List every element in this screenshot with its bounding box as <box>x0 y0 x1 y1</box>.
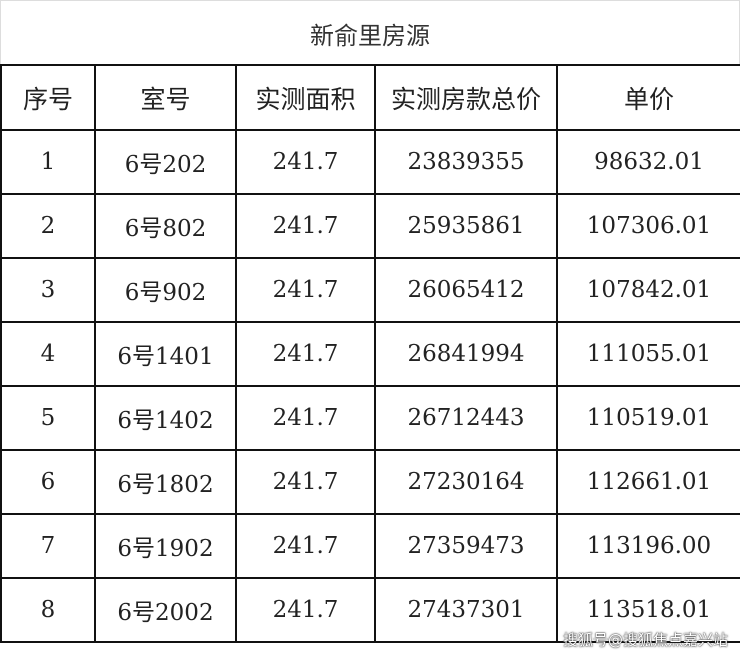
watermark: 搜狐号@搜狐焦点嘉兴站 <box>562 631 728 649</box>
column-header: 实测房款总价 <box>374 64 558 131</box>
table-cell: 241.7 <box>235 257 376 323</box>
table-cell: 6号1902 <box>94 513 237 579</box>
table-cell: 26841994 <box>374 321 558 387</box>
table-cell: 7 <box>0 513 96 579</box>
header-row: 序号 室号 实测面积 实测房款总价 单价 <box>0 64 740 131</box>
table-cell: 6号1402 <box>94 385 237 451</box>
table-cell: 110519.01 <box>556 385 740 451</box>
table-cell: 27230164 <box>374 449 558 515</box>
table-cell: 6号2002 <box>94 577 237 643</box>
listing-table: 序号 室号 实测面积 实测房款总价 单价 1 6号202 241.7 23839355 9863… <box>0 64 740 643</box>
column-header: 序号 <box>0 64 96 131</box>
table-cell: 8 <box>0 577 96 643</box>
table-cell: 6号1401 <box>94 321 237 387</box>
table-cell: 241.7 <box>235 385 376 451</box>
table-title: 新俞里房源 <box>0 0 740 65</box>
table-row: 5 6号1402 241.7 26712443 110519.01 <box>0 385 740 451</box>
table-cell: 241.7 <box>235 449 376 515</box>
table-cell: 98632.01 <box>556 129 740 195</box>
table-row: 2 6号802 241.7 25935861 107306.01 <box>0 193 740 259</box>
table-row: 6 6号1802 241.7 27230164 112661.01 <box>0 449 740 515</box>
table-cell: 25935861 <box>374 193 558 259</box>
table-cell: 107842.01 <box>556 257 740 323</box>
table-cell: 241.7 <box>235 513 376 579</box>
table-cell: 6号1802 <box>94 449 237 515</box>
table-cell: 27437301 <box>374 577 558 643</box>
table-cell: 6号902 <box>94 257 237 323</box>
table-cell: 112661.01 <box>556 449 740 515</box>
table-row: 7 6号1902 241.7 27359473 113196.00 <box>0 513 740 579</box>
table-cell: 6号802 <box>94 193 237 259</box>
table-cell: 2 <box>0 193 96 259</box>
table-cell: 6 <box>0 449 96 515</box>
table-cell: 241.7 <box>235 129 376 195</box>
table-row: 4 6号1401 241.7 26841994 111055.01 <box>0 321 740 387</box>
table-cell: 3 <box>0 257 96 323</box>
table-cell: 1 <box>0 129 96 195</box>
table-cell: 113518.01 <box>556 577 740 643</box>
table-cell: 26712443 <box>374 385 558 451</box>
table-cell: 241.7 <box>235 577 376 643</box>
table-cell: 6号202 <box>94 129 237 195</box>
table-cell: 4 <box>0 321 96 387</box>
column-header: 室号 <box>94 64 237 131</box>
table-row: 3 6号902 241.7 26065412 107842.01 <box>0 257 740 323</box>
column-header: 实测面积 <box>235 64 376 131</box>
table-cell: 26065412 <box>374 257 558 323</box>
table-cell: 27359473 <box>374 513 558 579</box>
table-cell: 107306.01 <box>556 193 740 259</box>
table-cell: 113196.00 <box>556 513 740 579</box>
column-header: 单价 <box>556 64 740 131</box>
table-cell: 241.7 <box>235 193 376 259</box>
table-row: 1 6号202 241.7 23839355 98632.01 <box>0 129 740 195</box>
table-cell: 111055.01 <box>556 321 740 387</box>
table-row: 8 6号2002 241.7 27437301 113518.01 <box>0 577 740 643</box>
table-cell: 5 <box>0 385 96 451</box>
table-cell: 23839355 <box>374 129 558 195</box>
table-cell: 241.7 <box>235 321 376 387</box>
